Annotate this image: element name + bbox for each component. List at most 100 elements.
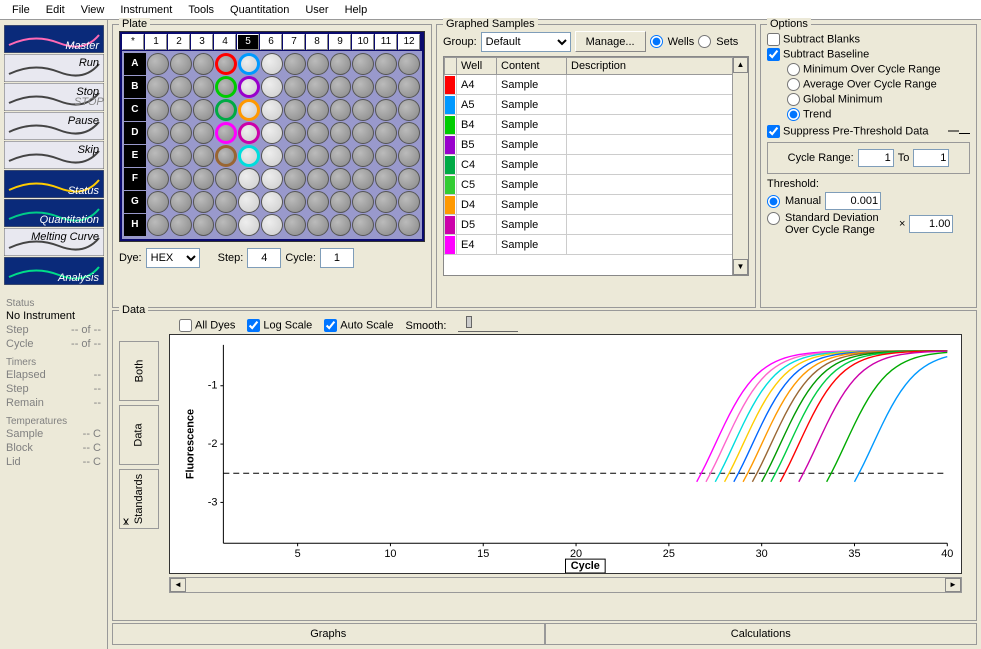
baseline-opt[interactable]: Minimum Over Cycle Range <box>787 63 941 76</box>
well-D9[interactable] <box>330 122 352 144</box>
well-F6[interactable] <box>261 168 283 190</box>
well-C4[interactable] <box>215 99 237 121</box>
plate-col-*[interactable]: * <box>122 34 144 50</box>
well-G1[interactable] <box>147 191 169 213</box>
menu-tools[interactable]: Tools <box>180 2 222 18</box>
well-H7[interactable] <box>284 214 306 236</box>
well-C6[interactable] <box>261 99 283 121</box>
well-F8[interactable] <box>307 168 329 190</box>
well-F9[interactable] <box>330 168 352 190</box>
well-E12[interactable] <box>398 145 420 167</box>
manual-value-input[interactable] <box>825 192 881 210</box>
well-C5[interactable] <box>238 99 260 121</box>
menu-quantitation[interactable]: Quantitation <box>222 2 297 18</box>
well-G12[interactable] <box>398 191 420 213</box>
sample-row[interactable]: D4Sample <box>445 195 748 215</box>
sample-row[interactable]: B4Sample <box>445 115 748 135</box>
well-B4[interactable] <box>215 76 237 98</box>
well-E1[interactable] <box>147 145 169 167</box>
well-H4[interactable] <box>215 214 237 236</box>
side-tab-both[interactable]: Both <box>119 341 159 401</box>
well-G7[interactable] <box>284 191 306 213</box>
well-F11[interactable] <box>375 168 397 190</box>
well-F12[interactable] <box>398 168 420 190</box>
chart-hscroll[interactable]: ◄► <box>169 577 962 593</box>
well-A8[interactable] <box>307 53 329 75</box>
cycle-to-input[interactable] <box>913 149 949 167</box>
well-C11[interactable] <box>375 99 397 121</box>
well-G5[interactable] <box>238 191 260 213</box>
well-C8[interactable] <box>307 99 329 121</box>
well-C10[interactable] <box>352 99 374 121</box>
sidebar-melting-button[interactable]: Melting Curve <box>4 228 104 256</box>
well-F5[interactable] <box>238 168 260 190</box>
plate-col-3[interactable]: 3 <box>191 34 213 50</box>
well-B12[interactable] <box>398 76 420 98</box>
sidebar-status-button[interactable]: Status <box>4 170 104 198</box>
sidebar-pause-button[interactable]: Pause <box>4 112 104 140</box>
plate-col-10[interactable]: 10 <box>352 34 374 50</box>
well-A1[interactable] <box>147 53 169 75</box>
plate-row-C[interactable]: C <box>124 99 146 121</box>
plate-row-H[interactable]: H <box>124 214 146 236</box>
manual-radio[interactable]: Manual <box>767 195 821 208</box>
well-F2[interactable] <box>170 168 192 190</box>
well-H12[interactable] <box>398 214 420 236</box>
well-H11[interactable] <box>375 214 397 236</box>
well-E10[interactable] <box>352 145 374 167</box>
well-H3[interactable] <box>193 214 215 236</box>
well-D2[interactable] <box>170 122 192 144</box>
well-F7[interactable] <box>284 168 306 190</box>
samples-scrollbar[interactable]: ▲▼ <box>732 57 748 275</box>
well-H2[interactable] <box>170 214 192 236</box>
samples-table[interactable]: WellContentDescriptionA4SampleA5SampleB4… <box>443 56 749 276</box>
plate-col-6[interactable]: 6 <box>260 34 282 50</box>
well-G8[interactable] <box>307 191 329 213</box>
menu-instrument[interactable]: Instrument <box>112 2 180 18</box>
well-C3[interactable] <box>193 99 215 121</box>
well-D6[interactable] <box>261 122 283 144</box>
well-D12[interactable] <box>398 122 420 144</box>
well-D8[interactable] <box>307 122 329 144</box>
plate-col-9[interactable]: 9 <box>329 34 351 50</box>
graphs-tab[interactable]: Graphs <box>112 624 545 645</box>
well-B6[interactable] <box>261 76 283 98</box>
well-B2[interactable] <box>170 76 192 98</box>
sample-row[interactable]: C4Sample <box>445 155 748 175</box>
well-E8[interactable] <box>307 145 329 167</box>
well-A3[interactable] <box>193 53 215 75</box>
subtract-baseline-check[interactable]: Subtract Baseline <box>767 48 869 61</box>
well-C2[interactable] <box>170 99 192 121</box>
menu-user[interactable]: User <box>297 2 336 18</box>
well-D1[interactable] <box>147 122 169 144</box>
well-D10[interactable] <box>352 122 374 144</box>
sample-row[interactable]: D5Sample <box>445 215 748 235</box>
well-E11[interactable] <box>375 145 397 167</box>
well-A6[interactable] <box>261 53 283 75</box>
sample-row[interactable]: E4Sample <box>445 235 748 255</box>
well-B7[interactable] <box>284 76 306 98</box>
well-H8[interactable] <box>307 214 329 236</box>
well-F1[interactable] <box>147 168 169 190</box>
well-E4[interactable] <box>215 145 237 167</box>
sidebar-quantitation-button[interactable]: Quantitation <box>4 199 104 227</box>
plate-row-A[interactable]: A <box>124 53 146 75</box>
well-E2[interactable] <box>170 145 192 167</box>
menu-file[interactable]: File <box>4 2 38 18</box>
wells-radio[interactable]: Wells <box>650 35 695 48</box>
well-A7[interactable] <box>284 53 306 75</box>
well-D4[interactable] <box>215 122 237 144</box>
chart[interactable]: -1-2-3510152025303540FluorescenceCycle <box>169 334 962 574</box>
plate-row-F[interactable]: F <box>124 168 146 190</box>
menu-help[interactable]: Help <box>337 2 376 18</box>
sd-value-input[interactable] <box>909 215 953 233</box>
well-A12[interactable] <box>398 53 420 75</box>
well-H5[interactable] <box>238 214 260 236</box>
plate-grid[interactable]: *123456789101112 ABCDEFGH <box>119 31 425 242</box>
well-B1[interactable] <box>147 76 169 98</box>
well-F10[interactable] <box>352 168 374 190</box>
sample-row[interactable]: A5Sample <box>445 95 748 115</box>
well-G6[interactable] <box>261 191 283 213</box>
well-E6[interactable] <box>261 145 283 167</box>
sample-row[interactable]: C5Sample <box>445 175 748 195</box>
